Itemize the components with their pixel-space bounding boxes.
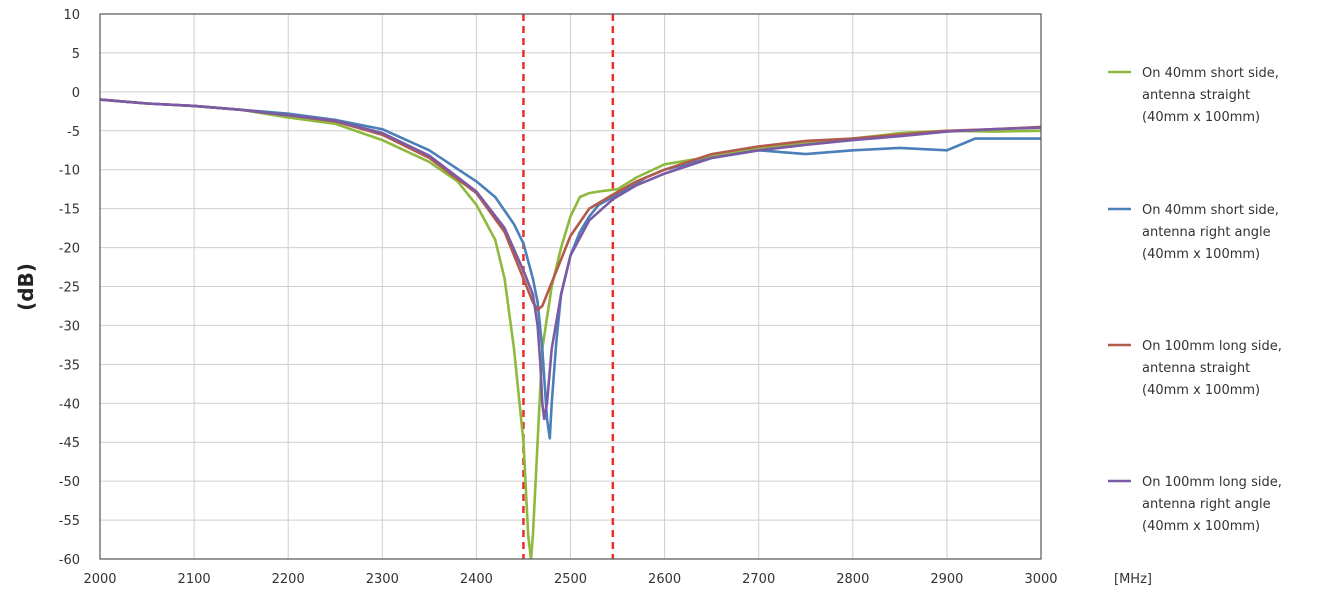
y-tick-label: -40 [59, 397, 80, 412]
y-tick-label: -35 [59, 358, 80, 373]
series-line-1 [100, 98, 1041, 559]
y-tick-label: 10 [63, 8, 80, 23]
grid-layer [99, 13, 1042, 560]
y-tick-label: -50 [59, 475, 80, 490]
y-tick-label: 5 [72, 47, 80, 62]
x-tick-label: 2900 [930, 572, 963, 587]
series-line-4 [100, 98, 1041, 421]
x-tick-label: 2800 [836, 572, 869, 587]
x-tick-label: 3000 [1024, 572, 1057, 587]
legend-label: antenna right angle [1142, 225, 1271, 240]
legend: On 40mm short side, antenna straight (40mm… [1108, 66, 1282, 534]
legend-label: antenna right angle [1142, 497, 1271, 512]
y-tick-label: -60 [59, 553, 80, 568]
series-line-2 [100, 98, 1041, 440]
legend-item: On 100mm long side, antenna right angle (4… [1108, 475, 1282, 534]
y-tick-label: -30 [59, 319, 80, 334]
x-tick-label: 2700 [742, 572, 775, 587]
y-tick-label: 0 [72, 86, 80, 101]
y-tick-label: -20 [59, 242, 80, 257]
x-tick-label: 2600 [648, 572, 681, 587]
plot-frame [99, 13, 1042, 560]
legend-label: On 40mm short side, [1142, 66, 1279, 81]
legend-label: (40mm x 100mm) [1142, 519, 1260, 534]
y-tick-label: -45 [59, 436, 80, 451]
legend-label: antenna straight [1142, 361, 1250, 376]
y-tick-labels: 10 5 0 -5 -10 -15 -20 -25 -30 -35 -40 -45 -50 -55 -60 [59, 8, 80, 568]
y-axis-title: (dB) [14, 263, 38, 311]
x-unit-label: [MHz] [1114, 572, 1152, 587]
x-tick-label: 2000 [83, 572, 116, 587]
y-tick-label: -15 [59, 203, 80, 218]
x-tick-label: 2400 [460, 572, 493, 587]
legend-item: On 100mm long side, antenna straight (40mm… [1108, 339, 1282, 398]
legend-label: On 40mm short side, [1142, 203, 1279, 218]
legend-label: (40mm x 100mm) [1142, 247, 1260, 262]
x-tick-label: 2500 [554, 572, 587, 587]
series-layer [100, 98, 1041, 559]
legend-label: On 100mm long side, [1142, 339, 1282, 354]
y-tick-label: -25 [59, 281, 80, 296]
x-tick-label: 2100 [178, 572, 211, 587]
legend-label: (40mm x 100mm) [1142, 110, 1260, 125]
legend-label: antenna straight [1142, 88, 1250, 103]
x-tick-label: 2200 [272, 572, 305, 587]
y-tick-label: -5 [67, 125, 80, 140]
legend-label: On 100mm long side, [1142, 475, 1282, 490]
y-tick-label: -10 [59, 164, 80, 179]
marker-layer [522, 14, 615, 559]
x-tick-labels: 2000 2100 2200 2300 2400 2500 2600 2700 2800 2900… [83, 572, 1057, 587]
legend-item: On 40mm short side, antenna straight (40mm… [1108, 66, 1279, 125]
legend-label: (40mm x 100mm) [1142, 383, 1260, 398]
x-tick-label: 2300 [366, 572, 399, 587]
legend-item: On 40mm short side, antenna right angle (4… [1108, 203, 1279, 262]
y-tick-label: -55 [59, 514, 80, 529]
